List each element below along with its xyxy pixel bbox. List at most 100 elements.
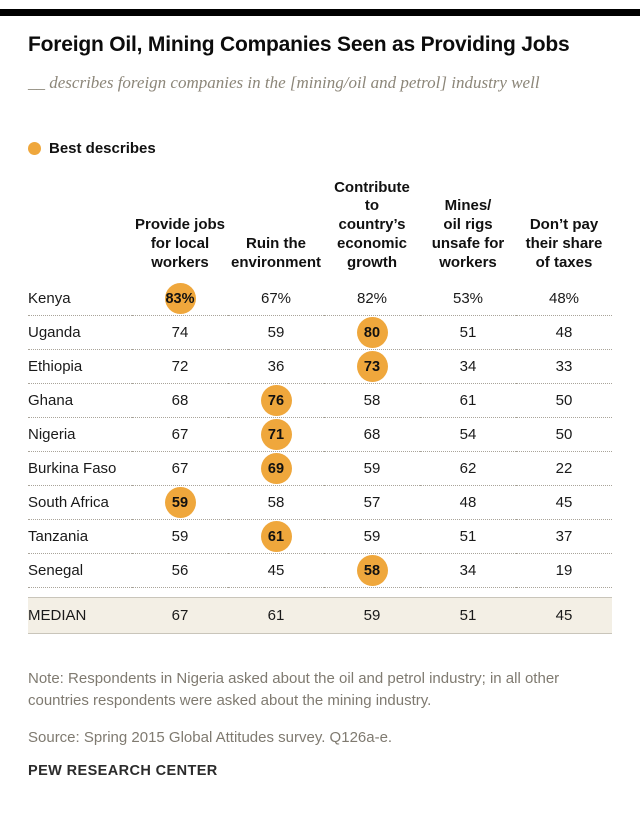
value-text: 33	[555, 358, 573, 376]
value-cell: 59	[228, 315, 324, 351]
value-text: 62	[459, 460, 477, 478]
value-text: 53%	[452, 290, 484, 308]
data-table: Provide jobs for local workers Ruin the …	[28, 179, 612, 635]
value-cell: 56	[132, 553, 228, 589]
value-cell: 59	[324, 451, 420, 487]
value-cell: 57	[324, 485, 420, 521]
brand-text: PEW RESEARCH CENTER	[28, 762, 218, 779]
row-label: South Africa	[28, 485, 132, 521]
row-label: Ethiopia	[28, 349, 132, 385]
value-text: 54	[459, 426, 477, 444]
corner-cell	[28, 179, 132, 283]
value-text: 59	[363, 528, 381, 546]
value-text: 61	[459, 392, 477, 410]
value-text: 51	[459, 324, 477, 342]
top-accent-bar	[0, 9, 640, 16]
value-text: 58	[363, 392, 381, 410]
column-header-taxes: Don’t pay their share of taxes	[525, 216, 603, 271]
value-cell: 48	[516, 315, 612, 351]
value-cell: 73	[324, 349, 420, 385]
value-cell: 59	[324, 519, 420, 555]
row-label: Uganda	[28, 315, 132, 351]
best-describes-circle: 73	[356, 351, 388, 383]
value-text: 67	[171, 607, 189, 625]
value-text: 48%	[548, 290, 580, 308]
chart-container: Foreign Oil, Mining Companies Seen as Pr…	[0, 33, 640, 779]
table-row: Kenya 83% 67% 82% 53% 48%	[28, 282, 612, 317]
value-text: 37	[555, 528, 573, 546]
best-describes-circle: 59	[164, 487, 196, 519]
row-label: Senegal	[28, 553, 132, 589]
value-text: 45	[555, 607, 573, 625]
value-text: 51	[459, 528, 477, 546]
value-text: 68	[363, 426, 381, 444]
value-cell: 67	[132, 597, 228, 635]
value-cell: 61	[420, 383, 516, 419]
legend-label: Best describes	[49, 139, 156, 157]
page-subtitle: __ describes foreign companies in the [m…	[28, 73, 540, 92]
value-cell: 71	[228, 417, 324, 453]
value-text: 34	[459, 562, 477, 580]
value-text: 57	[363, 494, 381, 512]
value-cell: 34	[420, 349, 516, 385]
row-label: Kenya	[28, 282, 132, 317]
row-label: Tanzania	[28, 519, 132, 555]
best-describes-circle: 61	[260, 521, 292, 553]
value-text: 58	[267, 494, 285, 512]
footnotes: Note: Respondents in Nigeria asked about…	[28, 668, 612, 779]
column-header-ruin-environment: Ruin the environment	[230, 234, 321, 271]
column-header-provide-jobs: Provide jobs for local workers	[134, 216, 226, 271]
table-row: Tanzania 59 61 59 51 37	[28, 519, 612, 555]
row-label: MEDIAN	[28, 597, 132, 635]
value-cell: 45	[228, 553, 324, 589]
legend: Best describes	[28, 140, 612, 157]
row-label: Nigeria	[28, 417, 132, 453]
value-cell: 67	[132, 417, 228, 453]
value-text: 82%	[356, 290, 388, 308]
table-row: Uganda 74 59 80 51 48	[28, 315, 612, 351]
spacer-row	[28, 588, 612, 598]
value-text: 45	[555, 494, 573, 512]
table-row: MEDIAN 67 61 59 51 45	[28, 597, 612, 635]
value-cell: 54	[420, 417, 516, 453]
value-text: 61	[267, 607, 285, 625]
value-cell: 58	[324, 383, 420, 419]
best-describes-circle: 83%	[164, 283, 196, 315]
value-cell: 82%	[324, 282, 420, 317]
value-cell: 45	[516, 485, 612, 521]
value-text: 67%	[260, 290, 292, 308]
row-label: Burkina Faso	[28, 451, 132, 487]
value-cell: 80	[324, 315, 420, 351]
value-cell: 48%	[516, 282, 612, 317]
table-row: Ethiopia 72 36 73 34 33	[28, 349, 612, 385]
value-cell: 83%	[132, 282, 228, 317]
value-cell: 74	[132, 315, 228, 351]
value-cell: 33	[516, 349, 612, 385]
value-cell: 48	[420, 485, 516, 521]
value-cell: 58	[324, 553, 420, 589]
value-cell: 62	[420, 451, 516, 487]
column-header-unsafe: Mines/ oil rigs unsafe for workers	[431, 197, 505, 271]
best-describes-circle: 76	[260, 385, 292, 417]
table-row: South Africa 59 58 57 48 45	[28, 485, 612, 521]
table-row: Nigeria 67 71 68 54 50	[28, 417, 612, 453]
value-cell: 61	[228, 519, 324, 555]
value-text: 19	[555, 562, 573, 580]
row-label: Ghana	[28, 383, 132, 419]
value-cell: 68	[132, 383, 228, 419]
table-row: Ghana 68 76 58 61 50	[28, 383, 612, 419]
value-text: 67	[171, 460, 189, 478]
value-text: 56	[171, 562, 189, 580]
value-text: 22	[555, 460, 573, 478]
value-text: 59	[267, 324, 285, 342]
value-cell: 67%	[228, 282, 324, 317]
value-text: 50	[555, 426, 573, 444]
best-describes-circle: 58	[356, 555, 388, 587]
value-cell: 59	[132, 485, 228, 521]
column-header-economic-growth: Contribute to country’s economic growth	[334, 178, 410, 271]
value-cell: 58	[228, 485, 324, 521]
value-text: 59	[363, 607, 381, 625]
source-text: Source: Spring 2015 Global Attitudes sur…	[28, 728, 393, 746]
value-cell: 53%	[420, 282, 516, 317]
value-cell: 72	[132, 349, 228, 385]
